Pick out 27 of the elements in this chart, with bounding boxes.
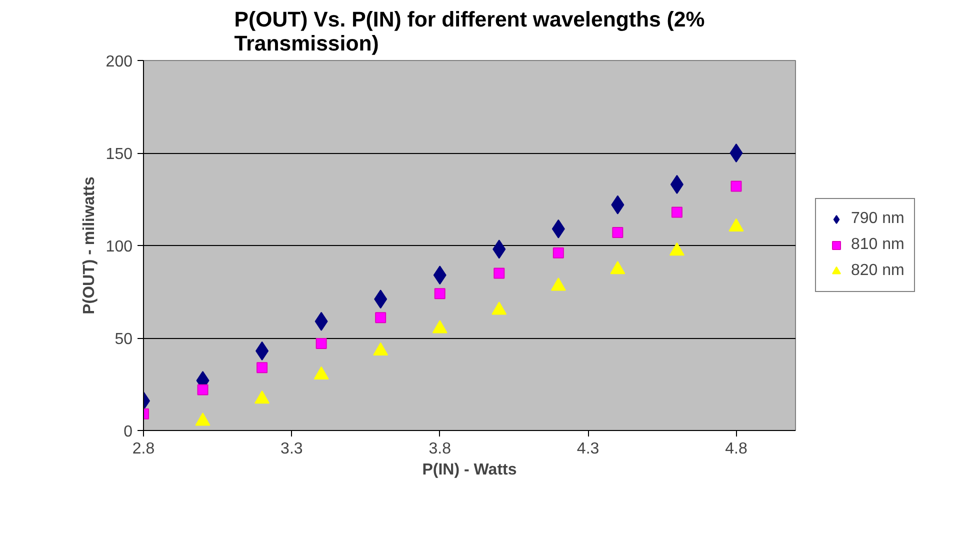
- point: [612, 227, 624, 238]
- x-tick-label: 3.8: [428, 440, 452, 458]
- point: [316, 338, 327, 350]
- y-tick-label: 100: [106, 238, 133, 256]
- point: [197, 384, 208, 396]
- point: [375, 312, 386, 324]
- y-axis-title: P(OUT) - miliwatts: [80, 176, 98, 314]
- x-axis-title: P(IN) - Watts: [422, 462, 517, 478]
- y-tick-label: 150: [106, 146, 133, 163]
- x-tick-label: 2.8: [132, 440, 155, 458]
- point: [730, 180, 742, 192]
- chart-title: P(OUT) Vs. P(IN) for different wavelengths (2% Transmission): [234, 8, 705, 56]
- x-tick-label: 4.8: [725, 440, 748, 458]
- legend-label: 820 nm: [851, 262, 904, 280]
- y-tick-label: 50: [114, 331, 133, 348]
- legend-label: 810 nm: [851, 236, 904, 254]
- y-tick-label: 0: [124, 424, 133, 440]
- point: [494, 268, 505, 279]
- point: [552, 247, 564, 258]
- point: [671, 206, 682, 218]
- point: [730, 144, 743, 162]
- point: [434, 288, 446, 300]
- legend-label: 790 nm: [851, 210, 904, 228]
- y-tick-label: 200: [106, 54, 133, 70]
- point: [256, 362, 268, 374]
- x-tick-label: 4.3: [576, 440, 600, 458]
- x-tick-label: 3.3: [280, 440, 303, 458]
